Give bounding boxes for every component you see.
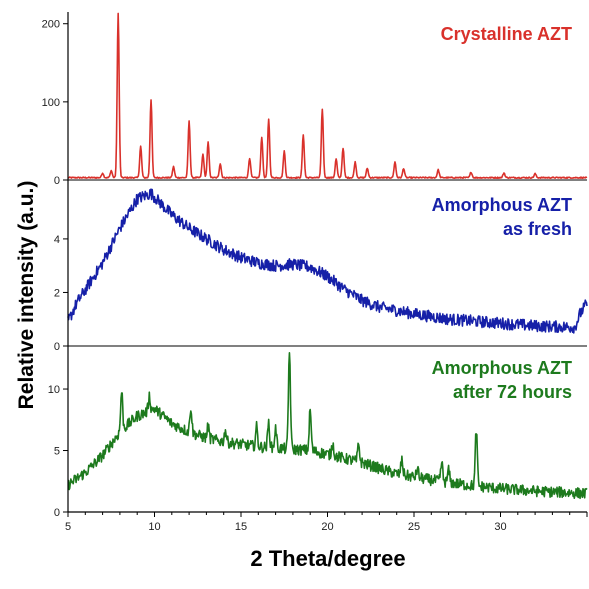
panel3-ytick-label-0: 0 bbox=[54, 507, 60, 519]
panel2-ytick-label-1: 2 bbox=[54, 287, 60, 299]
panel1-ytick-label-2: 200 bbox=[42, 19, 60, 31]
panel1-series-line bbox=[67, 12, 588, 180]
panel2-ytick-label-2: 4 bbox=[54, 234, 60, 246]
panel2-series-line bbox=[67, 188, 588, 334]
x-tick-label-2: 15 bbox=[235, 521, 247, 533]
x-tick-label-0: 5 bbox=[65, 521, 71, 533]
panel2-legend-line-1: as fresh bbox=[503, 219, 572, 239]
panel3-ytick-label-1: 5 bbox=[54, 446, 60, 458]
x-tick-label-4: 25 bbox=[408, 521, 420, 533]
panel1-ytick-label-1: 100 bbox=[42, 97, 60, 109]
y-axis-label: Relative intensity (a.u.) bbox=[2, 150, 52, 440]
panel2-ytick-label-0: 0 bbox=[54, 341, 60, 353]
panel3-legend-line-1: after 72 hours bbox=[453, 382, 572, 402]
x-tick-label-1: 10 bbox=[148, 521, 160, 533]
panel3-ytick-label-2: 10 bbox=[48, 384, 60, 396]
x-axis-label: 2 Theta/degree bbox=[250, 546, 406, 571]
y-axis-label-text: Relative intensity (a.u.) bbox=[15, 180, 38, 410]
panel1-ytick-label-0: 0 bbox=[54, 175, 60, 187]
panel1-legend-line-0: Crystalline AZT bbox=[441, 24, 572, 44]
panel3-legend-line-0: Amorphous AZT bbox=[432, 358, 572, 378]
x-tick-label-3: 20 bbox=[321, 521, 333, 533]
panel2-legend-line-0: Amorphous AZT bbox=[432, 195, 572, 215]
x-tick-label-5: 30 bbox=[494, 521, 506, 533]
panel3-series-line bbox=[67, 352, 588, 500]
